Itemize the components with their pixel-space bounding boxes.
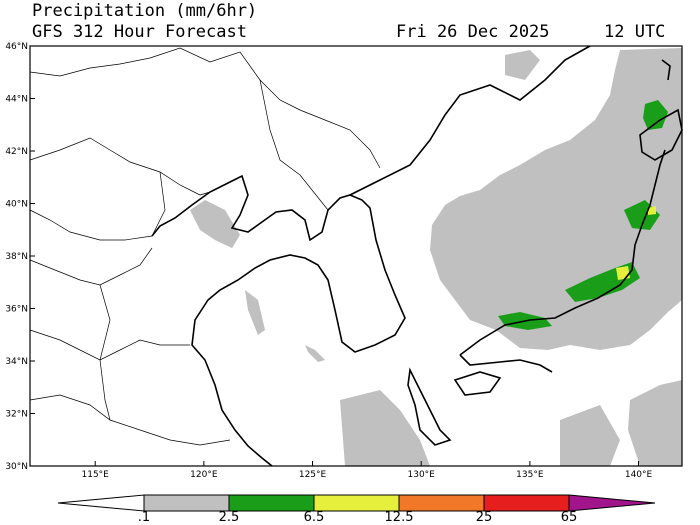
colorbar-min-tip — [57, 494, 145, 512]
chart-title: Precipitation (mm/6hr) — [32, 1, 258, 21]
lat-axis: 46°N 44°N 42°N 40°N 38°N 36°N 34°N 32°N 30°N — [5, 42, 35, 472]
lon-label: 130°E — [408, 470, 436, 480]
lat-label: 40°N — [5, 200, 28, 210]
colorbar-segment — [228, 494, 315, 512]
lon-label: 115°E — [82, 470, 110, 480]
lon-label: 135°E — [516, 470, 544, 480]
admin-borders — [29, 47, 381, 446]
lat-label: 44°N — [5, 95, 28, 105]
colorbar-segment — [313, 494, 400, 512]
lat-label: 38°N — [5, 252, 28, 262]
colorbar-segment — [483, 494, 570, 512]
lat-label: 46°N — [5, 42, 28, 52]
lat-label: 36°N — [5, 305, 28, 315]
lon-label: 125°E — [299, 470, 327, 480]
model-label: GFS 312 Hour Forecast — [32, 22, 247, 42]
coastlines — [151, 45, 683, 467]
colorbar-segment — [398, 494, 485, 512]
lat-label: 30°N — [5, 462, 28, 472]
colorbar-label: .1 — [137, 510, 151, 525]
colorbar-segment — [568, 494, 656, 512]
colorbar-label: 12.5 — [384, 510, 414, 525]
colorbar-label: 6.5 — [303, 510, 325, 525]
lon-label: 140°E — [625, 470, 653, 480]
colorbar-segment — [143, 494, 230, 512]
lat-label: 32°N — [5, 410, 28, 420]
date-label: Fri 26 Dec 2025 — [396, 22, 550, 42]
colorbar — [57, 494, 656, 512]
lon-label: 120°E — [190, 470, 218, 480]
lon-axis: 115°E 120°E 125°E 130°E 135°E 140°E — [82, 461, 653, 480]
colorbar-label: 2.5 — [218, 510, 240, 525]
lat-label: 42°N — [5, 147, 28, 157]
colorbar-label: 65 — [560, 510, 578, 525]
lat-label: 34°N — [5, 357, 28, 367]
time-label: 12 UTC — [604, 22, 666, 42]
colorbar-label: 25 — [475, 510, 493, 525]
